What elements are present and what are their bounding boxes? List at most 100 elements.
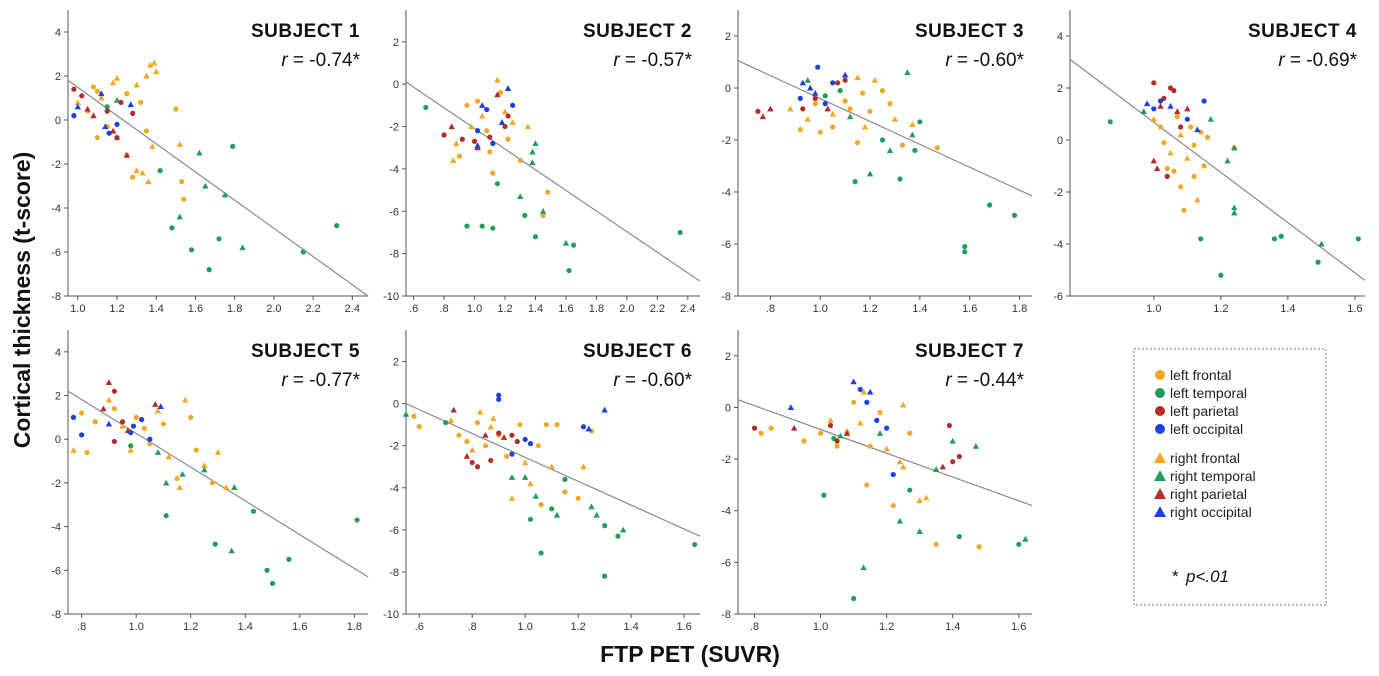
footnote-text: p<.01: [1185, 567, 1229, 586]
regression-line: [67, 390, 369, 578]
left-occipital-point: [490, 140, 496, 147]
right-frontal-point: [182, 396, 189, 403]
left-occipital-point: [106, 130, 112, 136]
right-parietal-point: [463, 453, 471, 459]
right-frontal-point: [147, 61, 154, 68]
right-parietal-point: [1153, 165, 1161, 172]
right-temporal-point: [231, 484, 238, 490]
r-symbol: r: [281, 370, 288, 391]
y-tick-label: 0: [55, 434, 61, 446]
right-temporal-point: [866, 170, 874, 177]
left-frontal-point: [1171, 168, 1177, 174]
right-frontal-point: [105, 396, 113, 403]
left-frontal-point: [1174, 114, 1180, 120]
y-tick-label: -8: [389, 249, 399, 261]
right-temporal-point: [896, 517, 904, 524]
right-temporal-point: [860, 564, 867, 571]
right-temporal-point: [553, 511, 561, 518]
right-temporal-point: [521, 474, 529, 480]
left-temporal-point: [532, 234, 539, 240]
right-temporal-point: [532, 492, 539, 499]
y-tick-label: -8: [721, 291, 731, 303]
y-tick-label: -4: [51, 522, 61, 534]
right-frontal-point: [70, 446, 77, 453]
left-parietal-point: [1178, 124, 1184, 130]
left-temporal-point: [206, 267, 212, 273]
right-temporal-point: [1318, 240, 1325, 247]
left-frontal-point: [538, 502, 544, 508]
left-frontal-point: [181, 196, 187, 202]
panel-title: SUBJECT 1: [251, 21, 360, 42]
left-temporal-point: [1218, 272, 1224, 278]
legend-label: right temporal: [1170, 468, 1256, 484]
right-temporal-point: [916, 528, 923, 534]
left-temporal-point: [490, 225, 496, 231]
left-frontal-point: [484, 128, 490, 134]
left-parietal-point: [1151, 80, 1157, 86]
x-tick-label: 1.4: [149, 303, 164, 315]
legend-triangle-marker: [1154, 470, 1166, 481]
left-frontal-point: [830, 124, 836, 130]
left-occipital-point: [509, 451, 515, 457]
y-tick-label: 4: [1057, 31, 1063, 43]
right-frontal-point: [468, 123, 475, 130]
right-occipital-point: [850, 378, 857, 385]
right-temporal-point: [588, 503, 595, 510]
left-frontal-point: [160, 421, 167, 427]
right-frontal-point: [896, 458, 904, 465]
r-symbol: r: [1278, 50, 1285, 71]
left-temporal-point: [821, 492, 827, 498]
right-occipital-point: [1143, 100, 1151, 107]
y-tick-label: -8: [389, 567, 399, 579]
left-temporal-point: [230, 143, 236, 149]
left-frontal-point: [817, 430, 824, 436]
right-temporal-point: [1022, 535, 1029, 542]
right-temporal-point: [904, 69, 911, 75]
left-frontal-point: [416, 424, 422, 430]
right-temporal-point: [154, 449, 162, 455]
regression-line: [405, 403, 701, 537]
left-parietal-point: [119, 419, 126, 425]
right-parietal-point: [494, 91, 501, 98]
right-temporal-point: [886, 147, 894, 153]
right-frontal-point: [829, 110, 836, 117]
left-frontal-point: [482, 443, 489, 449]
left-occipital-point: [474, 128, 481, 134]
left-frontal-point: [193, 447, 199, 453]
r-symbol: r: [281, 50, 288, 71]
right-temporal-point: [1231, 209, 1238, 216]
x-tick-label: 1.6: [1347, 303, 1362, 315]
left-parietal-point: [842, 77, 848, 83]
left-frontal-point: [1191, 173, 1197, 179]
y-tick-label: 0: [55, 115, 61, 127]
x-tick-label: 2.2: [305, 303, 320, 315]
left-frontal-point: [464, 102, 470, 108]
right-frontal-point: [119, 422, 126, 429]
left-frontal-point: [143, 128, 150, 134]
left-temporal-point: [1016, 541, 1022, 547]
x-tick-label: 1.8: [347, 621, 362, 633]
y-tick-label: 0: [1057, 135, 1063, 147]
left-temporal-point: [104, 104, 110, 110]
x-tick-label: 1.4: [528, 303, 543, 315]
left-frontal-point: [130, 174, 136, 180]
right-frontal-point: [1177, 131, 1184, 138]
right-frontal-point: [580, 463, 587, 470]
left-occipital-point: [139, 416, 145, 423]
right-parietal-point: [84, 105, 91, 112]
left-temporal-point: [479, 223, 485, 229]
left-frontal-point: [877, 410, 883, 416]
right-temporal-point: [176, 213, 183, 220]
legend-circle-marker: [1155, 406, 1165, 416]
left-frontal-point: [487, 149, 493, 155]
left-frontal-point: [907, 430, 913, 436]
left-frontal-point: [137, 99, 144, 105]
right-occipital-point: [585, 425, 592, 432]
right-temporal-point: [972, 442, 980, 449]
left-temporal-point: [128, 443, 134, 449]
right-frontal-point: [222, 484, 230, 490]
left-frontal-point: [899, 142, 906, 148]
right-temporal-point: [837, 432, 844, 439]
right-frontal-point: [1167, 149, 1174, 156]
left-temporal-point: [677, 229, 683, 236]
